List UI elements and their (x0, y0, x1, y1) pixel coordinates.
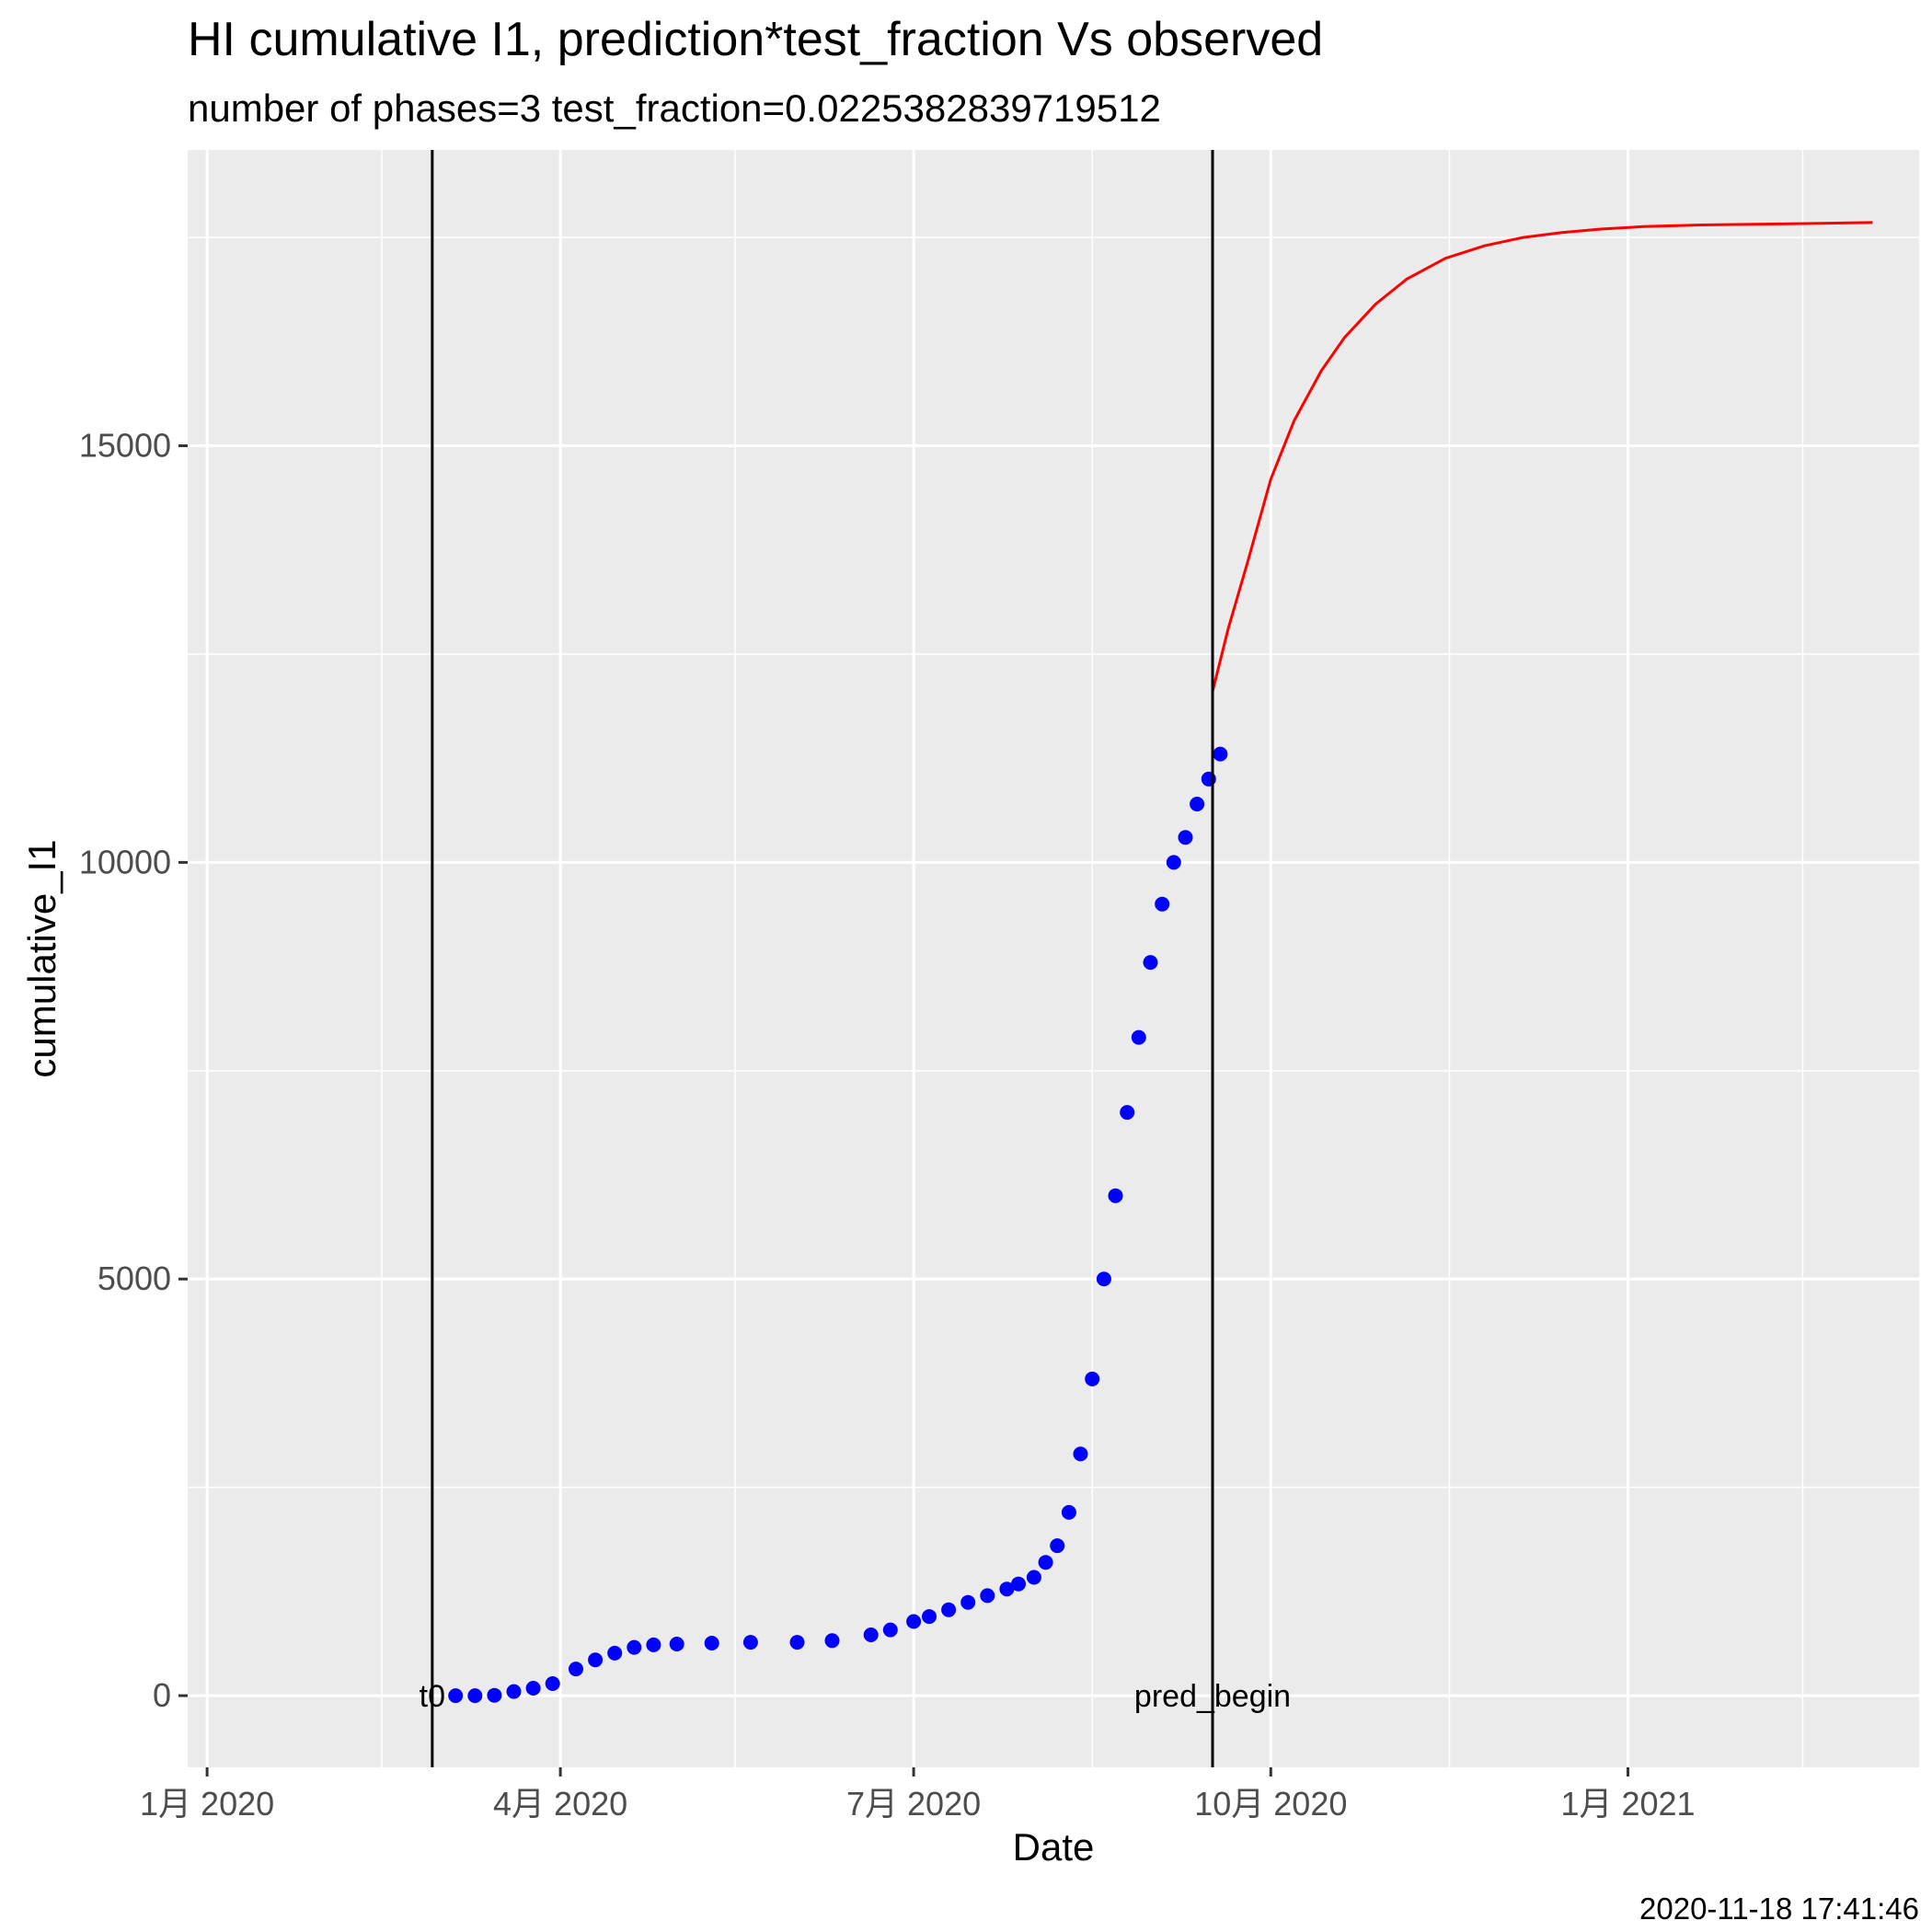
observed-point (960, 1594, 976, 1610)
observed-point (627, 1639, 642, 1655)
y-tick-label: 0 (153, 1676, 171, 1714)
x-tick-label: 1月 2021 (1560, 1785, 1695, 1823)
observed-point (588, 1652, 604, 1668)
observed-point (1166, 855, 1181, 870)
observed-point (487, 1687, 502, 1703)
observed-point (1096, 1271, 1111, 1287)
y-axis-title: cumulative_I1 (20, 839, 63, 1077)
y-tick-label: 15000 (79, 427, 171, 465)
observed-point (922, 1609, 937, 1625)
observed-point (704, 1636, 719, 1650)
observed-point (1190, 797, 1205, 811)
vline-label: pred_begin (1134, 1679, 1291, 1714)
observed-point (1011, 1576, 1026, 1592)
chart-title: HI cumulative I1, prediction*test_fracti… (188, 13, 1323, 66)
observed-point (669, 1637, 684, 1651)
x-tick-label: 4月 2020 (493, 1785, 627, 1823)
observed-point (1085, 1371, 1100, 1386)
prediction-line (1211, 221, 1873, 693)
plot-caption: 2020-11-18 17:41:46 (1639, 1892, 1919, 1926)
observed-point (863, 1627, 879, 1642)
minor-gridlines (188, 150, 1919, 1767)
observed-point (545, 1676, 560, 1691)
observed-point (824, 1633, 840, 1649)
observed-point (1073, 1446, 1088, 1462)
x-tick-label: 7月 2020 (846, 1785, 981, 1823)
axes: 1月 2020 4月 2020 7月 2020 10月 2020 1月 2021 0 500… (79, 427, 1696, 1823)
series-layer (448, 221, 1873, 1704)
observed-point (1061, 1504, 1076, 1520)
observed-point (980, 1588, 995, 1604)
observed-point (506, 1684, 522, 1699)
observed-point (1038, 1555, 1053, 1570)
observed-point (525, 1681, 541, 1696)
observed-point (789, 1635, 805, 1650)
observed-point (448, 1688, 464, 1704)
observed-point (999, 1581, 1015, 1597)
y-tick-label: 10000 (79, 843, 171, 880)
observed-point (1120, 1105, 1135, 1121)
vline-label: t0 (420, 1679, 445, 1714)
observed-point (1213, 746, 1228, 762)
plot-panel (188, 150, 1919, 1767)
observed-point (941, 1602, 957, 1617)
observed-point (607, 1645, 623, 1661)
observed-point (742, 1635, 758, 1650)
major-gridlines (188, 150, 1919, 1767)
observed-point (1050, 1538, 1065, 1554)
observed-point (1026, 1570, 1041, 1585)
observed-point (1108, 1188, 1123, 1203)
x-tick-label: 1月 2020 (140, 1785, 274, 1823)
observed-point (906, 1614, 922, 1629)
observed-point (646, 1637, 661, 1652)
observed-point (467, 1688, 483, 1704)
vertical-lines: t0 pred_begin (420, 150, 1291, 1767)
observed-point (1131, 1029, 1146, 1045)
chart-subtitle: number of phases=3 test_fraction=0.02253… (188, 86, 1161, 130)
x-axis-title: Date (1013, 1825, 1095, 1869)
observed-point (882, 1622, 898, 1638)
y-tick-label: 5000 (98, 1259, 171, 1297)
observed-point (1155, 896, 1170, 912)
observed-point (1178, 830, 1193, 845)
observed-point (1143, 955, 1158, 971)
x-tick-label: 10月 2020 (1194, 1785, 1347, 1823)
observed-point (569, 1662, 583, 1677)
